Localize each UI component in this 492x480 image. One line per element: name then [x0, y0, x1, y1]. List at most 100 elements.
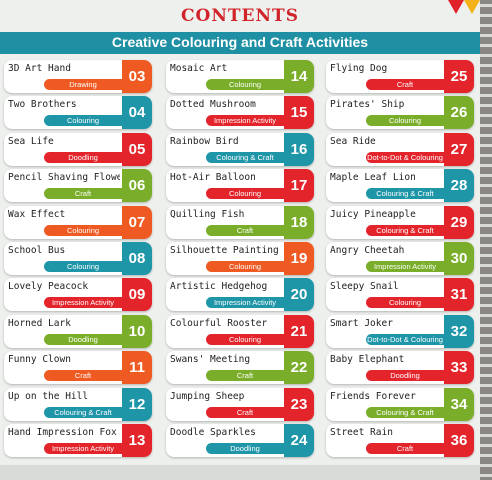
contents-entry[interactable]: Hand Impression Fox Impression Activity 13 — [4, 424, 152, 457]
page-number: 17 — [284, 169, 314, 203]
activity-tag: Doodling — [44, 333, 122, 345]
entry-title: Angry Cheetah — [330, 245, 405, 256]
entry-title: 3D Art Hand — [8, 63, 71, 74]
contents-entry[interactable]: Funny Clown Craft 11 — [4, 351, 152, 385]
entry-title: Two Brothers — [8, 99, 77, 111]
contents-page: CONTENTS Creative Colouring and Craft Ac… — [0, 0, 480, 480]
activity-tag: Colouring — [206, 261, 284, 272]
activity-tag: Craft — [366, 443, 444, 454]
page-number: 36 — [444, 424, 474, 457]
activity-tag: Colouring — [366, 297, 444, 309]
contents-entry[interactable]: Flying Dog Craft 25 — [326, 60, 474, 93]
contents-entry[interactable]: Two Brothers Colouring 04 — [4, 96, 152, 130]
page-number: 29 — [444, 205, 474, 239]
activity-tag: Colouring & Craft — [206, 151, 284, 163]
entry-title: Jumping Sheep — [170, 390, 245, 402]
contents-entry[interactable]: Smart Joker Dot-to-Dot & Colouring 32 — [326, 314, 474, 348]
contents-entry[interactable]: Dotted Mushroom Impression Activity 15 — [166, 96, 314, 130]
contents-entry[interactable]: Rainbow Bird Colouring & Craft 16 — [166, 132, 314, 166]
yellow-pennant-decoration — [464, 0, 480, 14]
page-number: 22 — [284, 351, 314, 385]
contents-entry[interactable]: Swans' Meeting Craft 22 — [166, 351, 314, 385]
contents-entry[interactable]: Jumping Sheep Craft 23 — [166, 387, 314, 421]
entry-title: Colourful Rooster — [170, 317, 268, 329]
activity-tag: Colouring & Craft — [366, 224, 444, 236]
activity-tag: Craft — [366, 79, 444, 90]
contents-entry[interactable]: Maple Leaf Lion Colouring & Craft 28 — [326, 169, 474, 203]
entry-title: Friends Forever — [330, 390, 416, 402]
page-number: 23 — [284, 387, 314, 421]
contents-entry[interactable]: School Bus Colouring 08 — [4, 242, 152, 275]
contents-entry[interactable]: Silhouette Painting Colouring 19 — [166, 242, 314, 275]
activity-tag: Colouring — [206, 188, 284, 200]
activity-tag: Colouring — [44, 224, 122, 236]
page-number: 20 — [284, 278, 314, 312]
page-number: 06 — [122, 169, 152, 203]
contents-entry[interactable]: Wax Effect Colouring 07 — [4, 205, 152, 239]
page-number: 19 — [284, 242, 314, 275]
activity-tag: Dot-to-Dot & Colouring — [366, 333, 444, 345]
spiral-binding — [480, 0, 492, 480]
activity-tag: Impression Activity — [206, 115, 284, 127]
activity-tag: Craft — [44, 370, 122, 382]
activity-tag: Colouring & Craft — [366, 406, 444, 418]
contents-entry[interactable]: Horned Lark Doodling 10 — [4, 314, 152, 348]
activity-tag: Doodling — [366, 370, 444, 382]
page-number: 16 — [284, 132, 314, 166]
contents-entry[interactable]: Artistic Hedgehog Impression Activity 20 — [166, 278, 314, 312]
page-number: 12 — [122, 387, 152, 421]
entry-title: Hand Impression Fox — [8, 427, 117, 438]
entry-title: Doodle Sparkles — [170, 427, 256, 438]
page-number: 32 — [444, 314, 474, 348]
red-pennant-decoration — [448, 0, 464, 14]
entry-title: Baby Elephant — [330, 354, 405, 366]
entry-title: Flying Dog — [330, 63, 388, 74]
page-number: 04 — [122, 96, 152, 130]
contents-entry[interactable]: Mosaic Art Colouring 14 — [166, 60, 314, 93]
activity-tag: Colouring & Craft — [366, 188, 444, 200]
contents-entry[interactable]: Baby Elephant Doodling 33 — [326, 351, 474, 385]
page-number: 30 — [444, 242, 474, 275]
entry-title: Quilling Fish — [170, 208, 245, 220]
activity-tag: Craft — [44, 188, 122, 200]
contents-entry[interactable]: Street Rain Craft 36 — [326, 424, 474, 457]
entry-title: Juicy Pineapple — [330, 208, 416, 220]
contents-entry[interactable]: Sea Life Doodling 05 — [4, 132, 152, 166]
entry-title: Smart Joker — [330, 317, 393, 329]
contents-entry[interactable]: Pirates' Ship Colouring 26 — [326, 96, 474, 130]
page-bottom-edge — [0, 465, 480, 480]
contents-entry[interactable]: Colourful Rooster Colouring 21 — [166, 314, 314, 348]
activity-tag: Craft — [206, 406, 284, 418]
section-banner: Creative Colouring and Craft Activities — [0, 32, 480, 54]
page-number: 08 — [122, 242, 152, 275]
contents-entry[interactable]: Up on the Hill Colouring & Craft 12 — [4, 387, 152, 421]
contents-entry[interactable]: Sleepy Snail Colouring 31 — [326, 278, 474, 312]
contents-entry[interactable]: 3D Art Hand Drawing 03 — [4, 60, 152, 93]
page-number: 18 — [284, 205, 314, 239]
entry-title: Mosaic Art — [170, 63, 228, 74]
entry-title: Rainbow Bird — [170, 135, 239, 147]
page-number: 03 — [122, 60, 152, 93]
page-number: 14 — [284, 60, 314, 93]
activity-tag: Colouring — [206, 333, 284, 345]
contents-entry[interactable]: Lovely Peacock Impression Activity 09 — [4, 278, 152, 312]
contents-entry[interactable]: Angry Cheetah Impression Activity 30 — [326, 242, 474, 275]
activity-tag: Doodling — [44, 151, 122, 163]
entry-title: Horned Lark — [8, 317, 71, 329]
page-number: 07 — [122, 205, 152, 239]
page-number: 21 — [284, 314, 314, 348]
contents-entry[interactable]: Juicy Pineapple Colouring & Craft 29 — [326, 205, 474, 239]
contents-entry[interactable]: Sea Ride Dot-to-Dot & Colouring 27 — [326, 132, 474, 166]
entry-title: Pirates' Ship — [330, 99, 405, 111]
contents-entry[interactable]: Friends Forever Colouring & Craft 34 — [326, 387, 474, 421]
entry-title: Silhouette Painting — [170, 245, 279, 256]
page-number: 25 — [444, 60, 474, 93]
contents-entry[interactable]: Doodle Sparkles Doodling 24 — [166, 424, 314, 457]
activity-tag: Colouring — [44, 115, 122, 127]
activity-tag: Colouring — [44, 261, 122, 272]
contents-entry[interactable]: Quilling Fish Craft 18 — [166, 205, 314, 239]
contents-entry[interactable]: Hot-Air Balloon Colouring 17 — [166, 169, 314, 203]
page-number: 05 — [122, 132, 152, 166]
entry-title: Pencil Shaving Flowers — [8, 172, 120, 184]
